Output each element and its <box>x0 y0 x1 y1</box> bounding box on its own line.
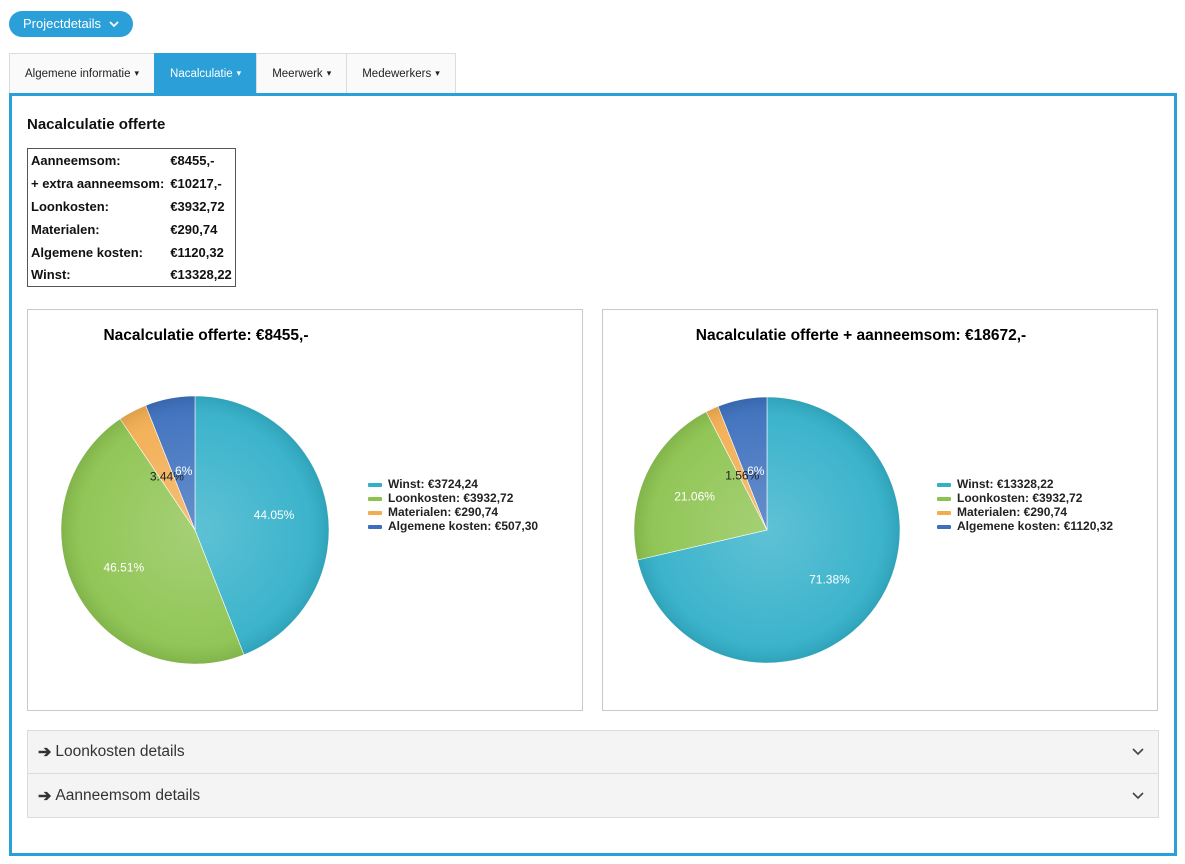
legend-swatch <box>937 483 951 487</box>
tab-bar: Algemene informatie ▾ Nacalculatie ▾ Mee… <box>9 53 456 93</box>
summary-row: Materialen: €290,74 <box>31 221 218 237</box>
slice-data-label: 71.38% <box>809 573 850 587</box>
legend-item[interactable]: Algemene kosten: €1120,32 <box>957 519 1113 533</box>
legend-swatch <box>937 497 951 501</box>
chevron-down-icon: ▾ <box>236 68 242 78</box>
chevron-down-icon: ▾ <box>326 68 332 78</box>
tab-medewerkers[interactable]: Medewerkers ▾ <box>346 53 456 93</box>
chevron-down-icon: ▾ <box>435 68 440 78</box>
accordion-label: Aanneemsom details <box>55 786 201 804</box>
legend-swatch <box>368 525 382 529</box>
summary-row: + extra aanneemsom: €10217,- <box>31 175 222 191</box>
chart-title: Nacalculatie offerte + aanneemsom: €1867… <box>696 327 1026 344</box>
pie-shading <box>634 397 900 663</box>
slice-data-label: 46.51% <box>103 560 144 574</box>
summary-row: Aanneemsom: €8455,- <box>31 152 215 168</box>
arrow-right-icon: ➔ <box>38 744 52 761</box>
tab-meerwerk[interactable]: Meerwerk ▾ <box>256 53 348 93</box>
projectdetails-button[interactable]: Projectdetails <box>9 11 134 37</box>
pie-chart-offerte-aanneemsom: Nacalculatie offerte + aanneemsom: €1867… <box>602 309 1158 711</box>
legend-item[interactable]: Algemene kosten: €507,30 <box>388 519 538 533</box>
legend-item[interactable]: Materialen: €290,74 <box>388 505 498 519</box>
summary-row: Winst: €13328,22 <box>31 267 232 283</box>
chevron-down-icon: ▾ <box>134 68 140 78</box>
pie-chart-offerte-svg: Nacalculatie offerte: €8455,- 44.05% 46.5… <box>60 327 538 665</box>
slice-data-label: 44.05% <box>254 508 295 522</box>
chevron-down-icon <box>1132 791 1144 799</box>
summary-table: Aanneemsom: €8455,- + extra aanneemsom: €1… <box>27 148 236 287</box>
legend-item[interactable]: Winst: €3724,24 <box>388 477 478 491</box>
legend-swatch <box>937 525 951 529</box>
projectdetails-label: Projectdetails <box>23 16 102 31</box>
chart-title: Nacalculatie offerte: €8455,- <box>103 327 308 344</box>
legend-item[interactable]: Winst: €13328,22 <box>957 477 1054 491</box>
tab-nacalculatie[interactable]: Nacalculatie ▾ <box>154 53 258 93</box>
accordion-loonkosten-details[interactable]: ➔ Loonkosten details <box>27 730 1159 774</box>
chevron-down-icon <box>109 20 119 27</box>
slice-data-label: 6% <box>175 464 193 478</box>
accordion-aanneemsom-details[interactable]: ➔ Aanneemsom details <box>27 774 1159 818</box>
legend-item[interactable]: Materialen: €290,74 <box>957 505 1067 519</box>
legend-swatch <box>368 483 382 487</box>
summary-row: Loonkosten: €3932,72 <box>31 198 225 214</box>
legend-swatch <box>368 497 382 501</box>
slice-data-label: 3.44% <box>150 470 184 484</box>
chevron-down-icon <box>1132 748 1144 756</box>
tab-algemene-informatie[interactable]: Algemene informatie ▾ <box>9 53 156 93</box>
legend-swatch <box>937 511 951 515</box>
pie-shading <box>61 396 329 664</box>
accordion-label: Loonkosten details <box>55 743 185 760</box>
pie-chart-offerte: Nacalculatie offerte: €8455,- 44.05% 46.5… <box>27 309 583 711</box>
legend-item[interactable]: Loonkosten: €3932,72 <box>388 491 514 505</box>
slice-data-label: 21.06% <box>674 489 715 503</box>
pie-chart-offerte-aanneemsom-svg: Nacalculatie offerte + aanneemsom: €1867… <box>633 327 1113 664</box>
arrow-right-icon: ➔ <box>38 787 52 805</box>
legend-swatch <box>368 511 382 515</box>
section-title: Nacalculatie offerte <box>27 116 166 133</box>
legend-item[interactable]: Loonkosten: €3932,72 <box>957 491 1083 505</box>
slice-data-label: 6% <box>747 464 765 478</box>
slice-data-label: 1.56% <box>725 468 759 482</box>
nacalculatie-panel: Nacalculatie offerte Aanneemsom: €8455,- … <box>9 93 1177 856</box>
summary-row: Algemene kosten: €1120,32 <box>31 244 224 260</box>
